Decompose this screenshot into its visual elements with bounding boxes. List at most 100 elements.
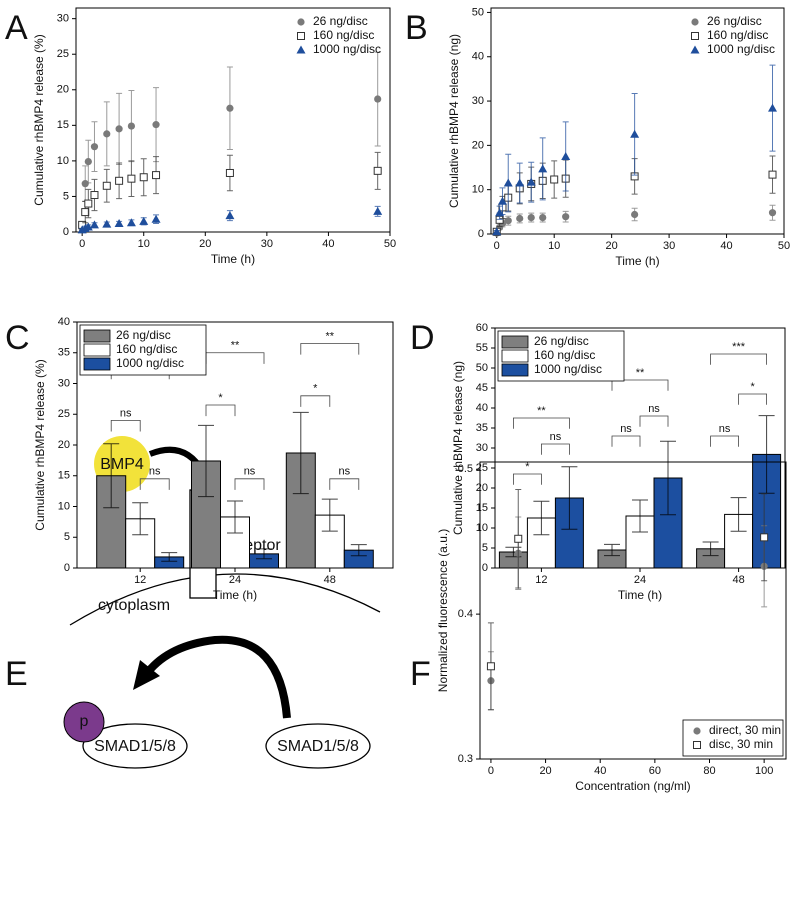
error-bar (632, 499, 648, 533)
error-bar (292, 411, 309, 495)
membrane (69, 573, 381, 626)
x-tick-label: 40 (322, 238, 334, 250)
data-point (486, 662, 495, 671)
data-point (114, 218, 124, 227)
y-axis-label: Cumulative rhBMP4 release (ng) (447, 34, 461, 208)
significance-bracket (611, 435, 641, 447)
x-axis-label: Time (h) (211, 252, 255, 266)
x-tick-label: 0 (79, 238, 85, 250)
legend-text: 160 ng/disc (116, 342, 177, 356)
panel-label: F (410, 655, 431, 693)
x-tick-label: 0 (494, 240, 500, 252)
y-tick-label: 40 (476, 402, 488, 414)
error-bar (660, 440, 676, 516)
significance-label: ns (719, 423, 731, 435)
legend-text: 26 ng/disc (534, 334, 589, 348)
legend-swatch (501, 335, 529, 349)
smad-label: SMAD1/5/8 (94, 738, 176, 755)
y-tick-label: 40 (472, 51, 484, 63)
y-tick-label: 45 (476, 382, 488, 394)
y-tick-label: 20 (476, 482, 488, 494)
data-point (83, 222, 93, 231)
data-point (550, 175, 559, 184)
significance-label: * (313, 383, 318, 395)
data-point (514, 534, 523, 543)
data-point (297, 18, 305, 26)
data-point (152, 171, 161, 180)
data-point (115, 176, 124, 185)
significance-bracket (234, 478, 265, 490)
panel-label: B (405, 9, 428, 47)
data-point (690, 45, 700, 54)
y-tick-label: 5 (64, 531, 70, 543)
x-tick-label: 12 (134, 574, 146, 586)
significance-label: ** (231, 340, 240, 352)
panel-label: E (5, 655, 28, 693)
error-bar (730, 497, 747, 532)
smad-free (265, 723, 371, 769)
data-point (504, 217, 512, 225)
phosphate (63, 701, 105, 743)
x-tick-label: 50 (384, 238, 396, 250)
data-point (768, 209, 777, 217)
y-tick-label: 0.4 (458, 608, 473, 620)
legend-swatch (83, 357, 111, 371)
significance-label: ** (537, 405, 546, 417)
data-point (296, 45, 306, 54)
data-point (127, 122, 136, 130)
data-point (561, 151, 571, 160)
data-point (373, 206, 383, 215)
x-axis-label: Concentration (ng/ml) (575, 779, 690, 793)
y-tick-label: 0 (482, 562, 488, 574)
panel-label: A (5, 9, 28, 47)
smad-bound (82, 723, 188, 769)
data-point (84, 158, 92, 166)
error-bar (533, 500, 550, 536)
y-tick-label: 50 (472, 6, 484, 18)
legend-text: 26 ng/disc (313, 14, 368, 28)
error-bar (198, 424, 214, 498)
panel-label: D (410, 319, 435, 357)
y-tick-label: 10 (476, 522, 488, 534)
x-axis-label: Time (h) (213, 588, 257, 602)
y-axis-label: Cumulative rhBMP4 release (%) (32, 34, 46, 205)
x-tick-label: 48 (732, 574, 744, 586)
error-bar (103, 443, 120, 509)
data-point (527, 214, 535, 222)
data-point (139, 216, 149, 225)
data-point (526, 177, 536, 186)
x-tick-label: 24 (634, 574, 646, 586)
data-point (631, 210, 639, 219)
significance-bracket (710, 435, 739, 447)
legend-text: direct, 30 min (709, 723, 781, 737)
x-tick-label: 30 (663, 240, 675, 252)
data-point (225, 211, 235, 220)
legend-text: 26 ng/disc (116, 328, 171, 342)
y-tick-label: 15 (57, 119, 69, 131)
legend-text: disc, 30 min (709, 737, 773, 751)
significance-label: * (525, 461, 530, 473)
y-tick-label: 30 (57, 13, 69, 25)
data-point (126, 218, 136, 227)
x-tick-label: 50 (778, 240, 790, 252)
error-bar (702, 541, 719, 557)
data-point (516, 214, 524, 223)
y-tick-label: 0.5 (458, 463, 473, 475)
error-bar (561, 466, 578, 530)
significance-label: ns (338, 466, 350, 478)
y-tick-label: 10 (57, 155, 69, 167)
legend-swatch (83, 329, 111, 343)
error-bar (350, 544, 367, 557)
x-tick-label: 24 (229, 574, 241, 586)
legend-text: 160 ng/disc (534, 348, 595, 362)
error-bar (227, 500, 243, 534)
y-tick-label: 20 (58, 439, 70, 451)
legend-swatch (501, 349, 529, 363)
data-point (630, 129, 640, 138)
error-bar (604, 543, 620, 557)
legend-text: 1000 ng/disc (707, 42, 775, 56)
significance-label: ns (620, 423, 632, 435)
ligand-label: BMP4 (100, 456, 144, 473)
data-point (768, 103, 778, 112)
